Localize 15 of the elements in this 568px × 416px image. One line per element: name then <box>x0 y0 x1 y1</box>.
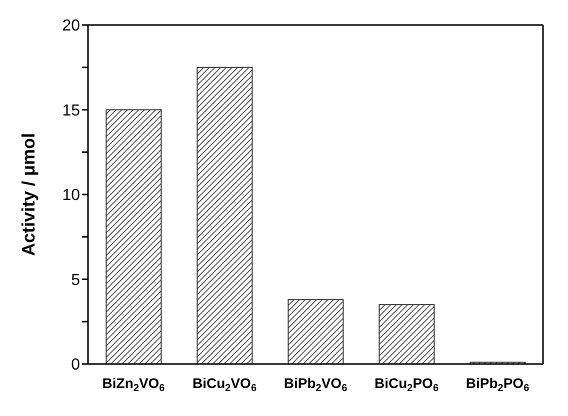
x-tick-label: BiCu$_{2}$PO$_{6}$ <box>374 375 439 394</box>
bar <box>378 304 435 364</box>
y-tick-label: 10 <box>62 187 80 204</box>
y-tick-label: 15 <box>62 102 80 120</box>
x-tick-label: BiCu$_{2}$VO$_{6}$ <box>192 375 257 394</box>
y-tick-label: 20 <box>62 18 80 35</box>
y-tick-label: 5 <box>71 272 80 289</box>
x-tick-label: BiZn$_{2}$VO$_{6}$ <box>102 375 166 394</box>
bar <box>196 66 253 364</box>
bar <box>288 299 344 364</box>
y-axis-title: Activity / μmol <box>18 132 38 256</box>
bar <box>106 109 162 364</box>
y-tick-label: 0 <box>71 356 80 374</box>
x-tick-label: BiPb$_{2}$VO$_{6}$ <box>284 375 348 394</box>
x-tick-label: BiPb$_{2}$PO$_{6}$ <box>466 375 530 394</box>
